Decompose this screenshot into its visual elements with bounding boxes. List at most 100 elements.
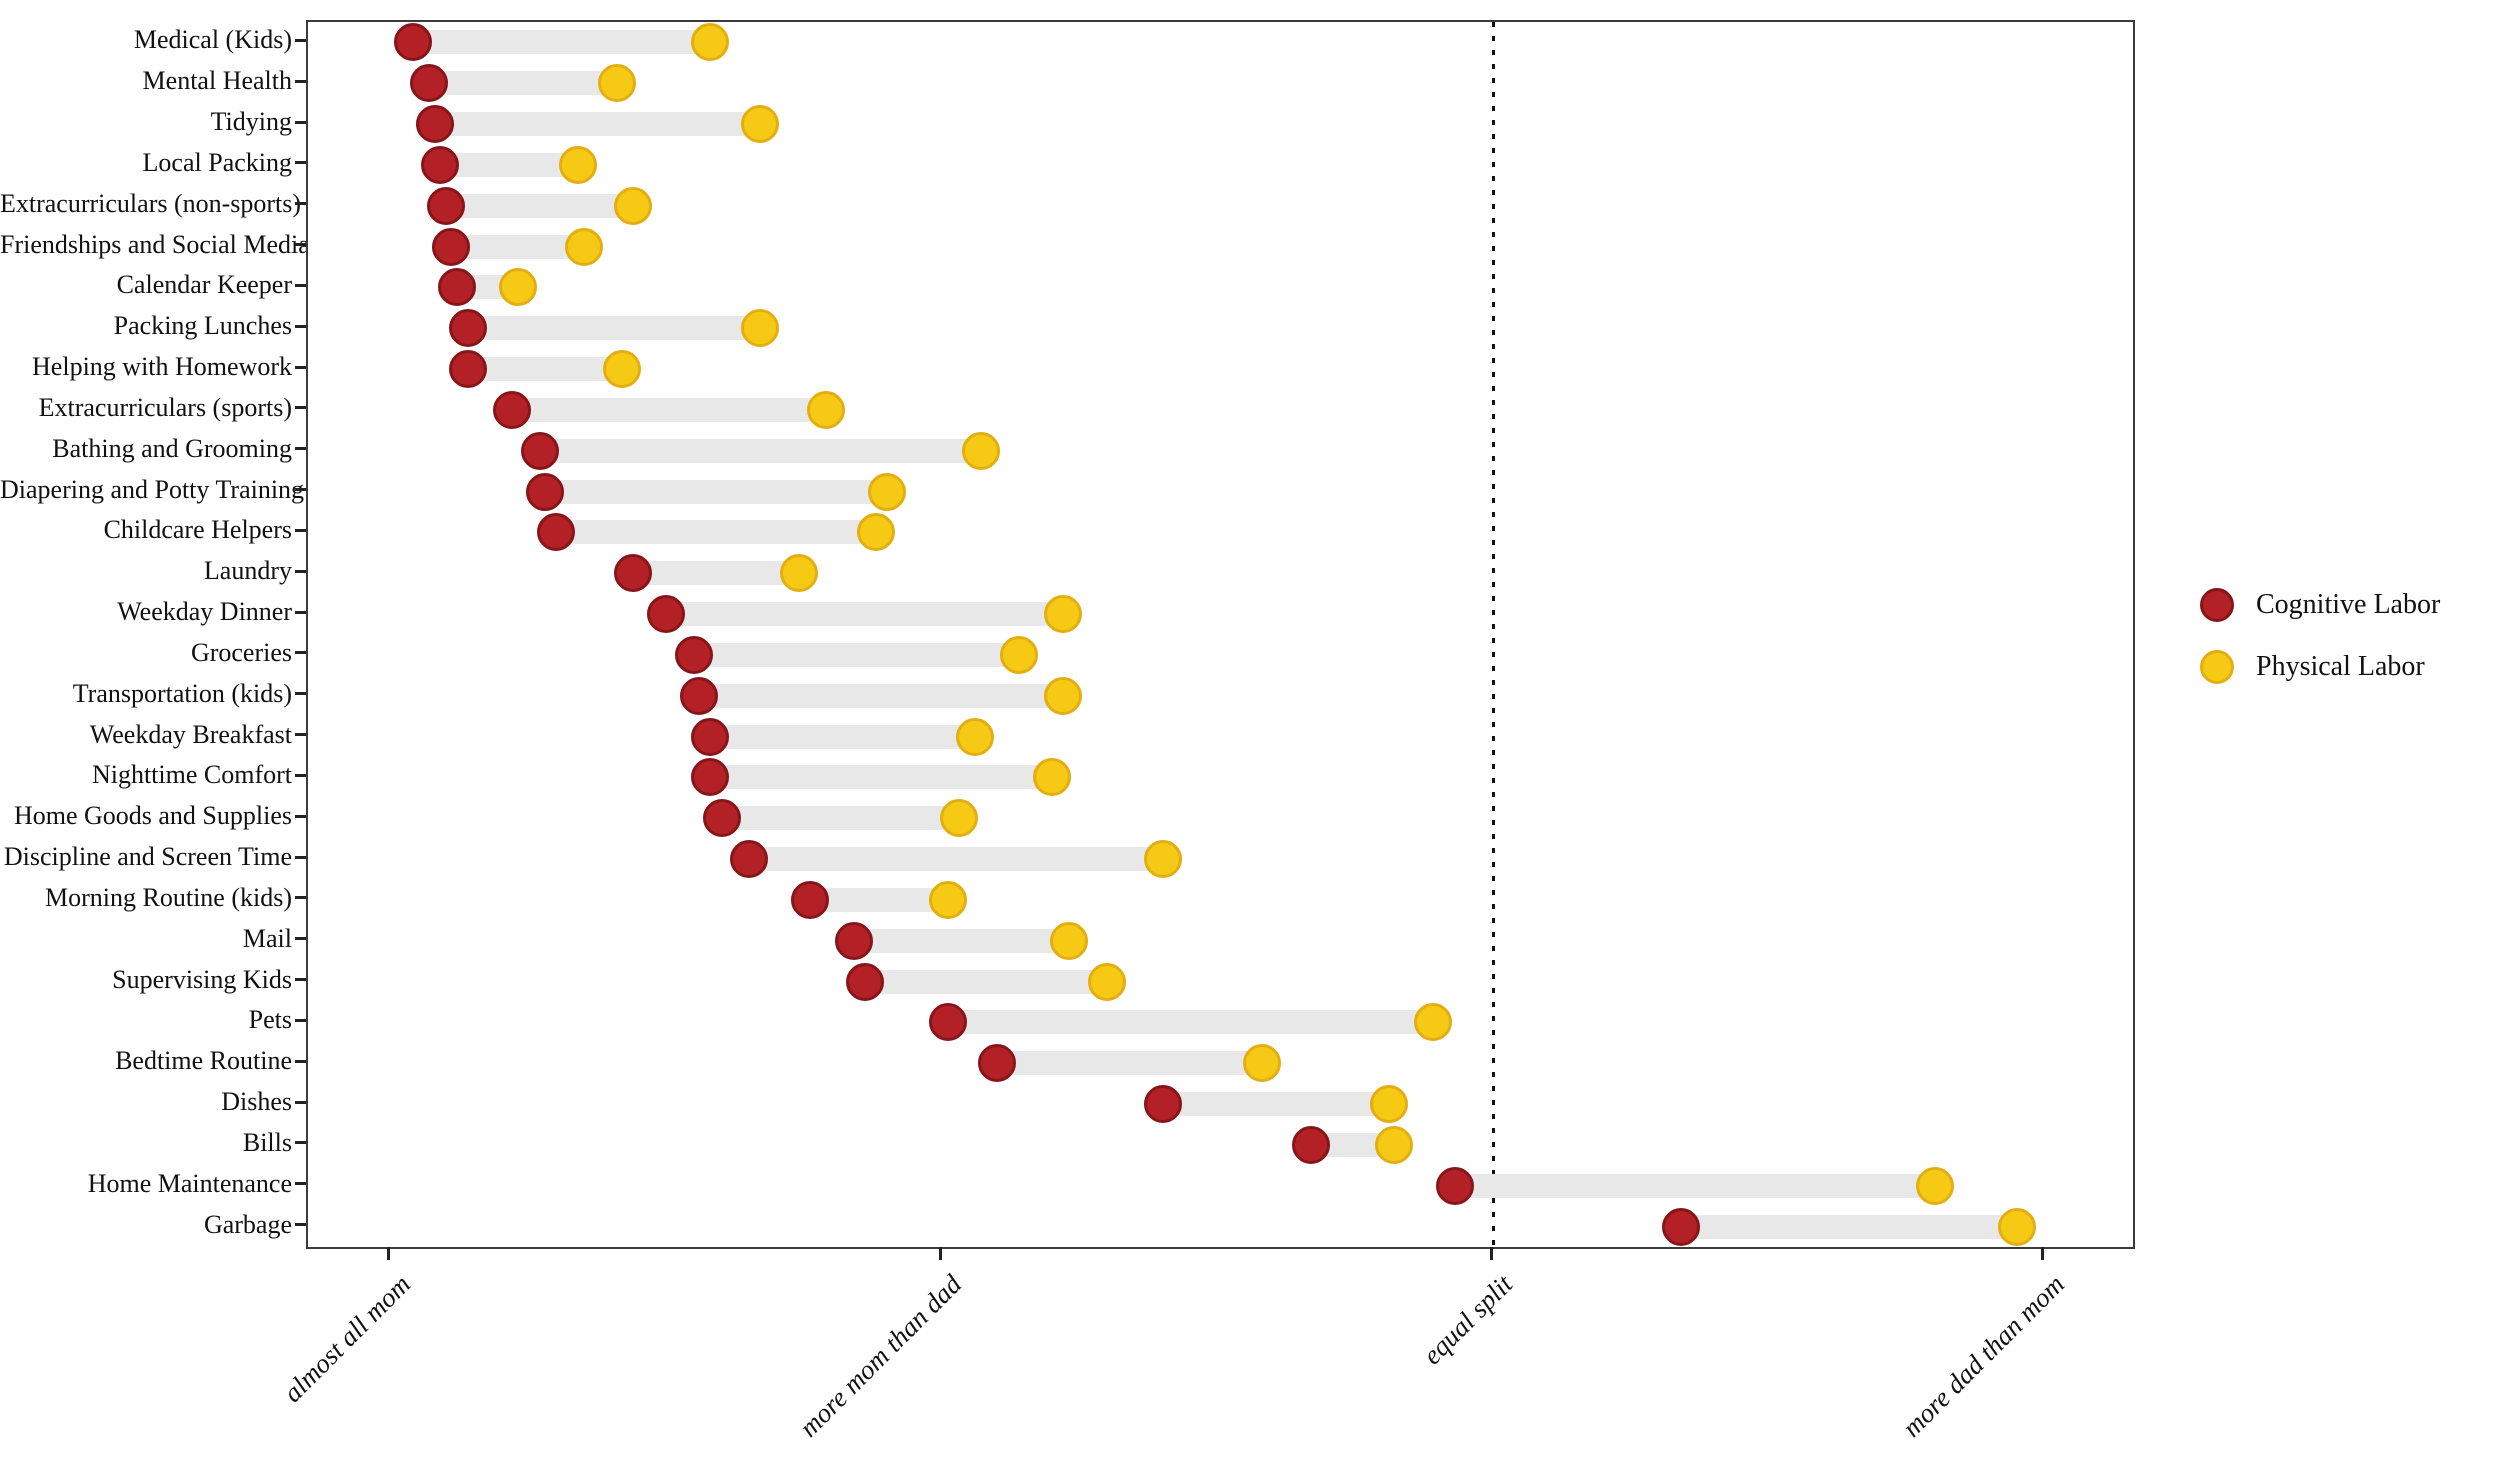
connector-bar (997, 1051, 1262, 1076)
cognitive-labor-dot (448, 309, 487, 348)
cognitive-labor-dot (426, 186, 465, 225)
cognitive-labor-dot (691, 758, 730, 797)
connector-bar (1454, 1173, 1935, 1198)
cognitive-labor-dot (448, 350, 487, 389)
x-tick (938, 1247, 942, 1260)
physical-labor-dot (1915, 1166, 1954, 1205)
physical-labor-dot (779, 554, 818, 593)
cognitive-labor-dot (526, 472, 565, 511)
connector-bar (1680, 1214, 2018, 1239)
physical-labor-dot (1049, 921, 1088, 960)
connector-bar (539, 438, 981, 463)
y-tick (295, 937, 306, 941)
cognitive-labor-dot (730, 840, 769, 879)
category-label: Helping with Homework (32, 352, 292, 382)
category-label: Bedtime Routine (115, 1046, 292, 1076)
x-tick-label: more dad than mom (1896, 1269, 2070, 1443)
y-tick (295, 202, 306, 206)
y-tick (295, 324, 306, 328)
physical-labor-dot (1369, 1085, 1408, 1124)
physical-labor-dot (498, 268, 537, 307)
connector-bar (412, 30, 711, 55)
category-label: Bathing and Grooming (52, 433, 292, 463)
category-label: Diapering and Potty Training (0, 474, 305, 504)
cognitive-labor-dot (691, 717, 730, 756)
category-label: Mental Health (142, 66, 292, 96)
connector-bar (429, 71, 617, 96)
physical-labor-dot (1143, 840, 1182, 879)
connector-bar (809, 887, 948, 912)
y-tick (295, 283, 306, 287)
physical-labor-dot (1044, 676, 1083, 715)
category-label: Pets (248, 1005, 292, 1035)
category-label: Tidying (210, 107, 292, 137)
category-label: Medical (Kids) (133, 25, 292, 55)
category-label: Laundry (203, 556, 292, 586)
connector-bar (699, 683, 1064, 708)
physical-labor-dot (603, 350, 642, 389)
physical-labor-dot (1044, 595, 1083, 634)
cognitive-labor-dot (845, 962, 884, 1001)
cognitive-labor-legend-dot (2200, 588, 2234, 622)
y-tick (295, 1100, 306, 1104)
cognitive-labor-dot (614, 554, 653, 593)
cognitive-labor-dot (432, 227, 471, 266)
physical-labor-dot (559, 145, 598, 184)
category-label: Weekday Dinner (117, 597, 292, 627)
category-label: Local Packing (142, 147, 292, 177)
y-tick (295, 1223, 306, 1227)
physical-labor-dot (1375, 1125, 1414, 1164)
physical-labor-dot (956, 717, 995, 756)
connector-bar (721, 806, 959, 831)
y-tick (295, 488, 306, 492)
category-label: Extracurriculars (sports) (38, 392, 292, 422)
physical-labor-dot (614, 186, 653, 225)
legend-entry: Physical Labor (2200, 650, 2440, 684)
y-axis-labels: Medical (Kids) Mental Health Tidying Local … (0, 20, 310, 1245)
category-label: Supervising Kids (112, 964, 292, 994)
category-label: Garbage (203, 1209, 292, 1239)
y-tick (295, 692, 306, 696)
physical-labor-dot (564, 227, 603, 266)
y-tick (295, 1018, 306, 1022)
connector-bar (666, 602, 1064, 627)
cognitive-labor-dot (834, 921, 873, 960)
connector-bar (710, 765, 1053, 790)
x-tick-label: almost all mom (276, 1269, 416, 1408)
connector-bar (947, 1010, 1433, 1035)
cognitive-labor-dot (410, 64, 449, 103)
physical-labor-dot (597, 64, 636, 103)
y-tick (295, 733, 306, 737)
physical-labor-dot (691, 23, 730, 62)
physical-labor-dot (1088, 962, 1127, 1001)
legend-label: Physical Labor (2256, 651, 2425, 682)
cognitive-labor-dot (393, 23, 432, 62)
x-tick-label: more mom than dad (793, 1269, 968, 1443)
category-label: Discipline and Screen Time (3, 842, 292, 872)
legend: Cognitive Labor Physical Labor (2200, 588, 2440, 684)
physical-labor-dot (1000, 635, 1039, 674)
cognitive-labor-dot (493, 390, 531, 429)
y-tick (295, 569, 306, 573)
connector-bar (434, 112, 761, 137)
category-label: Calendar Keeper (116, 270, 292, 300)
x-tick (1489, 1247, 1493, 1260)
category-label: Dishes (221, 1087, 292, 1117)
x-tick (387, 1247, 391, 1260)
cognitive-labor-dot (978, 1044, 1017, 1083)
cognitive-labor-dot (680, 676, 719, 715)
y-tick (295, 79, 306, 83)
category-label: Home Goods and Supplies (13, 801, 292, 831)
y-tick (295, 610, 306, 614)
connector-bar (545, 479, 887, 504)
category-label: Weekday Breakfast (89, 719, 292, 749)
x-tick-label: equal split (1417, 1269, 1519, 1371)
y-tick (295, 161, 306, 165)
physical-labor-dot (1413, 1003, 1452, 1042)
physical-labor-dot (856, 513, 895, 552)
y-tick (295, 651, 306, 655)
y-tick (295, 773, 306, 777)
connector-bar (749, 847, 1163, 872)
cognitive-labor-dot (1661, 1207, 1700, 1246)
